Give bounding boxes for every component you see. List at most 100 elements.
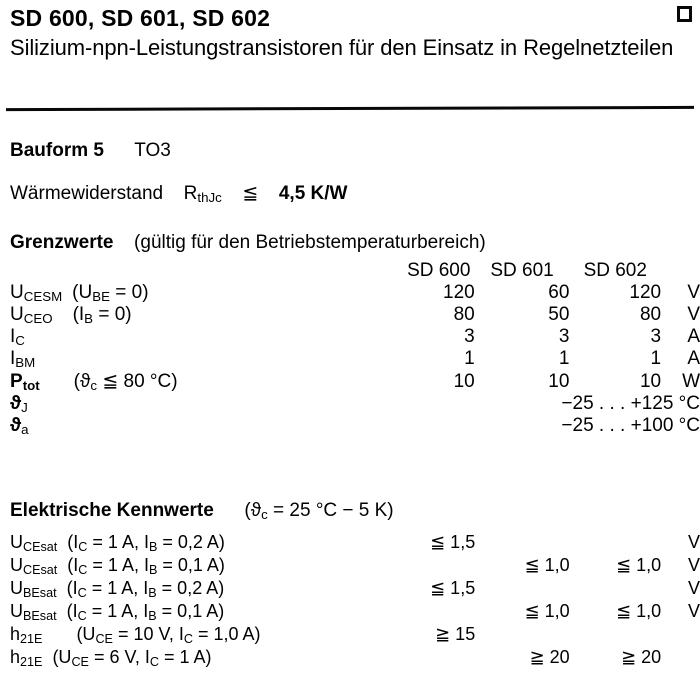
- header-spacer: [10, 260, 403, 282]
- table-row: UCESM (UBE = 0) 120 60 120 V: [10, 282, 700, 304]
- column-header-sd602: SD 602: [583, 260, 647, 281]
- unit: V: [687, 555, 700, 575]
- value-sd601: [475, 532, 569, 555]
- electrical-row-label: h21E (UCE = 6 V, IC = 1 A): [10, 647, 212, 669]
- value-sd601: 1: [558, 348, 570, 369]
- value-sd602: ≦ 1,0: [616, 601, 662, 621]
- value-sd600: [403, 555, 475, 578]
- header-unit-spacer: [661, 260, 700, 282]
- electrical-heading-bold: Elektrische Kennwerte: [10, 500, 214, 521]
- package-value: TO3: [134, 140, 171, 161]
- value-empty: [403, 415, 475, 437]
- table-row: ϑa −25 . . . +100 °C: [10, 415, 700, 437]
- limits-row-label: ϑa: [10, 415, 29, 437]
- table-row: h21E (UCE = 6 V, IC = 1 A) ≧ 20 ≧ 20: [10, 647, 700, 670]
- value-sd600: [403, 647, 475, 670]
- unit: W: [682, 371, 700, 392]
- table-row: h21E (UCE = 10 V, IC = 1,0 A) ≧ 15: [10, 624, 700, 647]
- thermal-relation: ≦: [242, 183, 259, 204]
- value-ambient-temperature: −25 . . . +100 °C: [561, 415, 700, 436]
- square-outline-icon: [677, 6, 692, 22]
- table-row: UCEsat (IC = 1 A, IB = 0,2 A) ≦ 1,5 V: [10, 532, 700, 555]
- page-title: SD 600, SD 601, SD 602: [10, 5, 271, 31]
- value-sd601: [475, 624, 569, 647]
- value-sd602: [570, 532, 662, 555]
- unit: V: [687, 304, 700, 325]
- thermal-resistance-line: Wärmewiderstand RthJc ≦ 4,5 K/W: [10, 182, 347, 205]
- table-row: ϑJ −25 . . . +125 °C: [10, 393, 700, 415]
- limits-heading: Grenzwerte (gültig für den Betriebstempe…: [10, 232, 486, 254]
- table-header-row: SD 600 SD 601 SD 602: [10, 260, 700, 282]
- unit: V: [687, 282, 700, 303]
- value-sd600: 3: [464, 326, 475, 347]
- limits-heading-bold: Grenzwerte: [10, 232, 114, 253]
- value-sd602: ≦ 1,0: [616, 555, 662, 575]
- limits-row-label: UCEO (IB = 0): [10, 304, 132, 326]
- value-sd600: ≧ 15: [435, 624, 476, 644]
- table-row: UBEsat (IC = 1 A, IB = 0,2 A) ≦ 1,5 V: [10, 578, 700, 601]
- value-empty: [403, 393, 475, 415]
- value-sd600: ≦ 1,5: [430, 532, 476, 552]
- value-sd601: ≦ 1,0: [524, 601, 570, 621]
- electrical-table: UCEsat (IC = 1 A, IB = 0,2 A) ≦ 1,5 V UCE…: [10, 532, 700, 670]
- limits-row-label: IC: [10, 326, 25, 348]
- limits-row-label: ϑJ: [10, 393, 28, 415]
- limits-heading-note: (gültig für den Betriebstemperaturbereic…: [134, 232, 486, 253]
- value-sd601: 3: [558, 326, 570, 347]
- table-row: IC 3 3 3 A: [10, 326, 700, 348]
- value-sd600: 10: [453, 371, 475, 392]
- table-row: Ptot (ϑc ≦ 80 °C) 10 10 10 W: [10, 370, 700, 393]
- value-sd601: ≦ 1,0: [524, 555, 570, 575]
- electrical-row-label: h21E (UCE = 10 V, IC = 1,0 A): [10, 624, 261, 646]
- electrical-heading: Elektrische Kennwerte (ϑc = 25 °C − 5 K): [10, 500, 394, 522]
- unit: V: [687, 601, 700, 621]
- unit: [661, 624, 700, 647]
- value-sd601: 10: [548, 371, 570, 392]
- package-line: Bauform 5 TO3: [10, 140, 171, 162]
- electrical-row-label: UBEsat (IC = 1 A, IB = 0,2 A): [10, 578, 225, 600]
- value-sd602: [570, 578, 662, 601]
- header-divider: [5, 105, 695, 112]
- column-header-sd601: SD 601: [490, 260, 554, 281]
- value-sd602: 3: [650, 326, 662, 347]
- value-sd601: ≧ 20: [529, 647, 570, 667]
- value-sd600: ≦ 1,5: [430, 578, 476, 598]
- unit: V: [687, 532, 700, 552]
- table-row: UCEO (IB = 0) 80 50 80 V: [10, 304, 700, 326]
- value-sd601: 60: [548, 282, 570, 303]
- package-label: Bauform 5: [10, 140, 104, 161]
- value-sd601: [475, 578, 569, 601]
- electrical-row-label: UBEsat (IC = 1 A, IB = 0,1 A): [10, 601, 225, 623]
- value-sd602: ≧ 20: [621, 647, 662, 667]
- value-sd600: 1: [464, 348, 475, 369]
- unit: V: [687, 578, 700, 598]
- value-sd602: 10: [639, 371, 662, 392]
- limits-row-label: IBM: [10, 348, 36, 370]
- value-sd600: 120: [443, 282, 475, 303]
- unit: A: [687, 348, 700, 369]
- unit: A: [687, 326, 700, 347]
- electrical-heading-note: (ϑc = 25 °C − 5 K): [244, 500, 394, 522]
- value-sd602: 1: [650, 348, 662, 369]
- unit: [661, 647, 700, 670]
- thermal-symbol: RthJc: [183, 183, 222, 205]
- value-sd600: 80: [453, 304, 475, 325]
- thermal-resistance-label: Wärmewiderstand: [10, 183, 164, 204]
- limits-table: SD 600 SD 601 SD 602 UCESM (UBE = 0) 120 …: [10, 260, 700, 437]
- page-subtitle: Silizium-npn-Leistungstransistoren für d…: [10, 35, 674, 60]
- table-row: UBEsat (IC = 1 A, IB = 0,1 A) ≦ 1,0 ≦ 1,0…: [10, 601, 700, 624]
- limits-row-label: UCESM (UBE = 0): [10, 282, 149, 304]
- value-sd602: 120: [629, 282, 662, 303]
- value-sd601: 50: [548, 304, 570, 325]
- table-row: UCEsat (IC = 1 A, IB = 0,1 A) ≦ 1,0 ≦ 1,0…: [10, 555, 700, 578]
- value-sd600: [403, 601, 475, 624]
- electrical-row-label: UCEsat (IC = 1 A, IB = 0,1 A): [10, 555, 225, 577]
- limits-row-label: Ptot (ϑc ≦ 80 °C): [10, 371, 178, 393]
- column-header-sd600: SD 600: [407, 260, 471, 281]
- thermal-value: 4,5 K/W: [278, 183, 348, 204]
- value-sd602: 80: [639, 304, 662, 325]
- table-row: IBM 1 1 1 A: [10, 348, 700, 370]
- value-junction-temperature: −25 . . . +125 °C: [561, 393, 700, 414]
- value-sd602: [570, 624, 662, 647]
